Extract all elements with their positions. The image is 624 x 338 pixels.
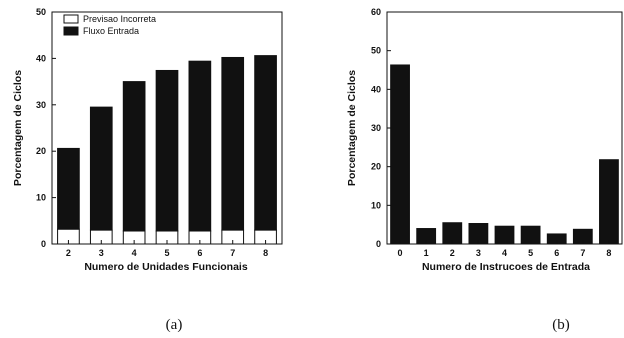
y-tick-label: 40 xyxy=(36,53,46,63)
y-tick-label: 10 xyxy=(36,193,46,203)
x-tick-label: 4 xyxy=(132,248,137,258)
legend-swatch-previsao-incorreta xyxy=(63,14,79,24)
x-tick-label: 6 xyxy=(197,248,202,258)
legend-label-previsao-incorreta: Previsao Incorreta xyxy=(83,14,156,24)
y-tick-label: 50 xyxy=(371,46,381,56)
x-tick-label: 8 xyxy=(263,248,268,258)
bar-fluxo-entrada-3 xyxy=(89,106,113,231)
x-tick-label: 3 xyxy=(476,248,481,258)
bar-fluxo-entrada-5 xyxy=(155,69,179,232)
x-axis-label: Numero de Unidades Funcionais xyxy=(84,261,248,273)
bar-fluxo-entrada-4 xyxy=(122,81,146,232)
y-tick-label: 60 xyxy=(371,7,381,17)
y-tick-label: 50 xyxy=(36,7,46,17)
y-tick-label: 40 xyxy=(371,84,381,94)
x-tick-label: 7 xyxy=(230,248,235,258)
x-tick-label: 0 xyxy=(398,248,403,258)
y-tick-label: 0 xyxy=(376,239,381,249)
bar-fluxo-entrada-7 xyxy=(221,56,245,231)
y-tick-label: 20 xyxy=(371,162,381,172)
bar-fluxo-entrada-2 xyxy=(57,147,80,230)
bar-value-8 xyxy=(599,159,619,245)
y-tick-label: 30 xyxy=(36,100,46,110)
x-tick-label: 8 xyxy=(606,248,611,258)
x-tick-label: 5 xyxy=(164,248,169,258)
legend-label-fluxo-entrada: Fluxo Entrada xyxy=(83,26,139,36)
bar-value-0 xyxy=(390,64,410,245)
x-tick-label: 4 xyxy=(502,248,507,258)
x-tick-label: 1 xyxy=(424,248,429,258)
caption-b: (b) xyxy=(552,317,570,333)
chart-a: Numero de Unidades Funcionais Porcentage… xyxy=(12,7,283,333)
x-tick-label: 7 xyxy=(580,248,585,258)
y-tick-label: 30 xyxy=(371,123,381,133)
legend: Previsao Incorreta Fluxo Entrada xyxy=(63,14,156,36)
x-axis-label: Numero de Instrucoes de Entrada xyxy=(422,261,590,273)
y-axis-label: Porcentagem de Ciclos xyxy=(12,70,24,186)
x-tick-label: 3 xyxy=(99,248,104,258)
y-tick-label: 10 xyxy=(371,200,381,210)
x-tick-label: 5 xyxy=(528,248,533,258)
x-tick-label: 6 xyxy=(554,248,559,258)
y-tick-label: 0 xyxy=(41,239,46,249)
x-tick-label: 2 xyxy=(66,248,71,258)
chart-b: Numero de Instrucoes de Entrada Porcenta… xyxy=(346,7,623,333)
plot-frame xyxy=(386,11,623,245)
x-tick-label: 2 xyxy=(450,248,455,258)
bar-fluxo-entrada-8 xyxy=(254,55,277,231)
caption-a: (a) xyxy=(166,317,183,333)
y-tick-label: 20 xyxy=(36,146,46,156)
y-axis-label: Porcentagem de Ciclos xyxy=(346,70,358,186)
legend-swatch-fluxo-entrada xyxy=(63,26,79,36)
bar-fluxo-entrada-6 xyxy=(188,60,212,232)
